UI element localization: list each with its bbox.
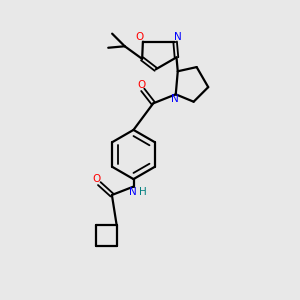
- Text: O: O: [93, 173, 101, 184]
- Text: N: N: [129, 187, 137, 197]
- Text: O: O: [137, 80, 146, 90]
- Text: O: O: [136, 32, 144, 42]
- Text: H: H: [139, 187, 147, 197]
- Text: N: N: [174, 32, 182, 42]
- Text: N: N: [171, 94, 179, 104]
